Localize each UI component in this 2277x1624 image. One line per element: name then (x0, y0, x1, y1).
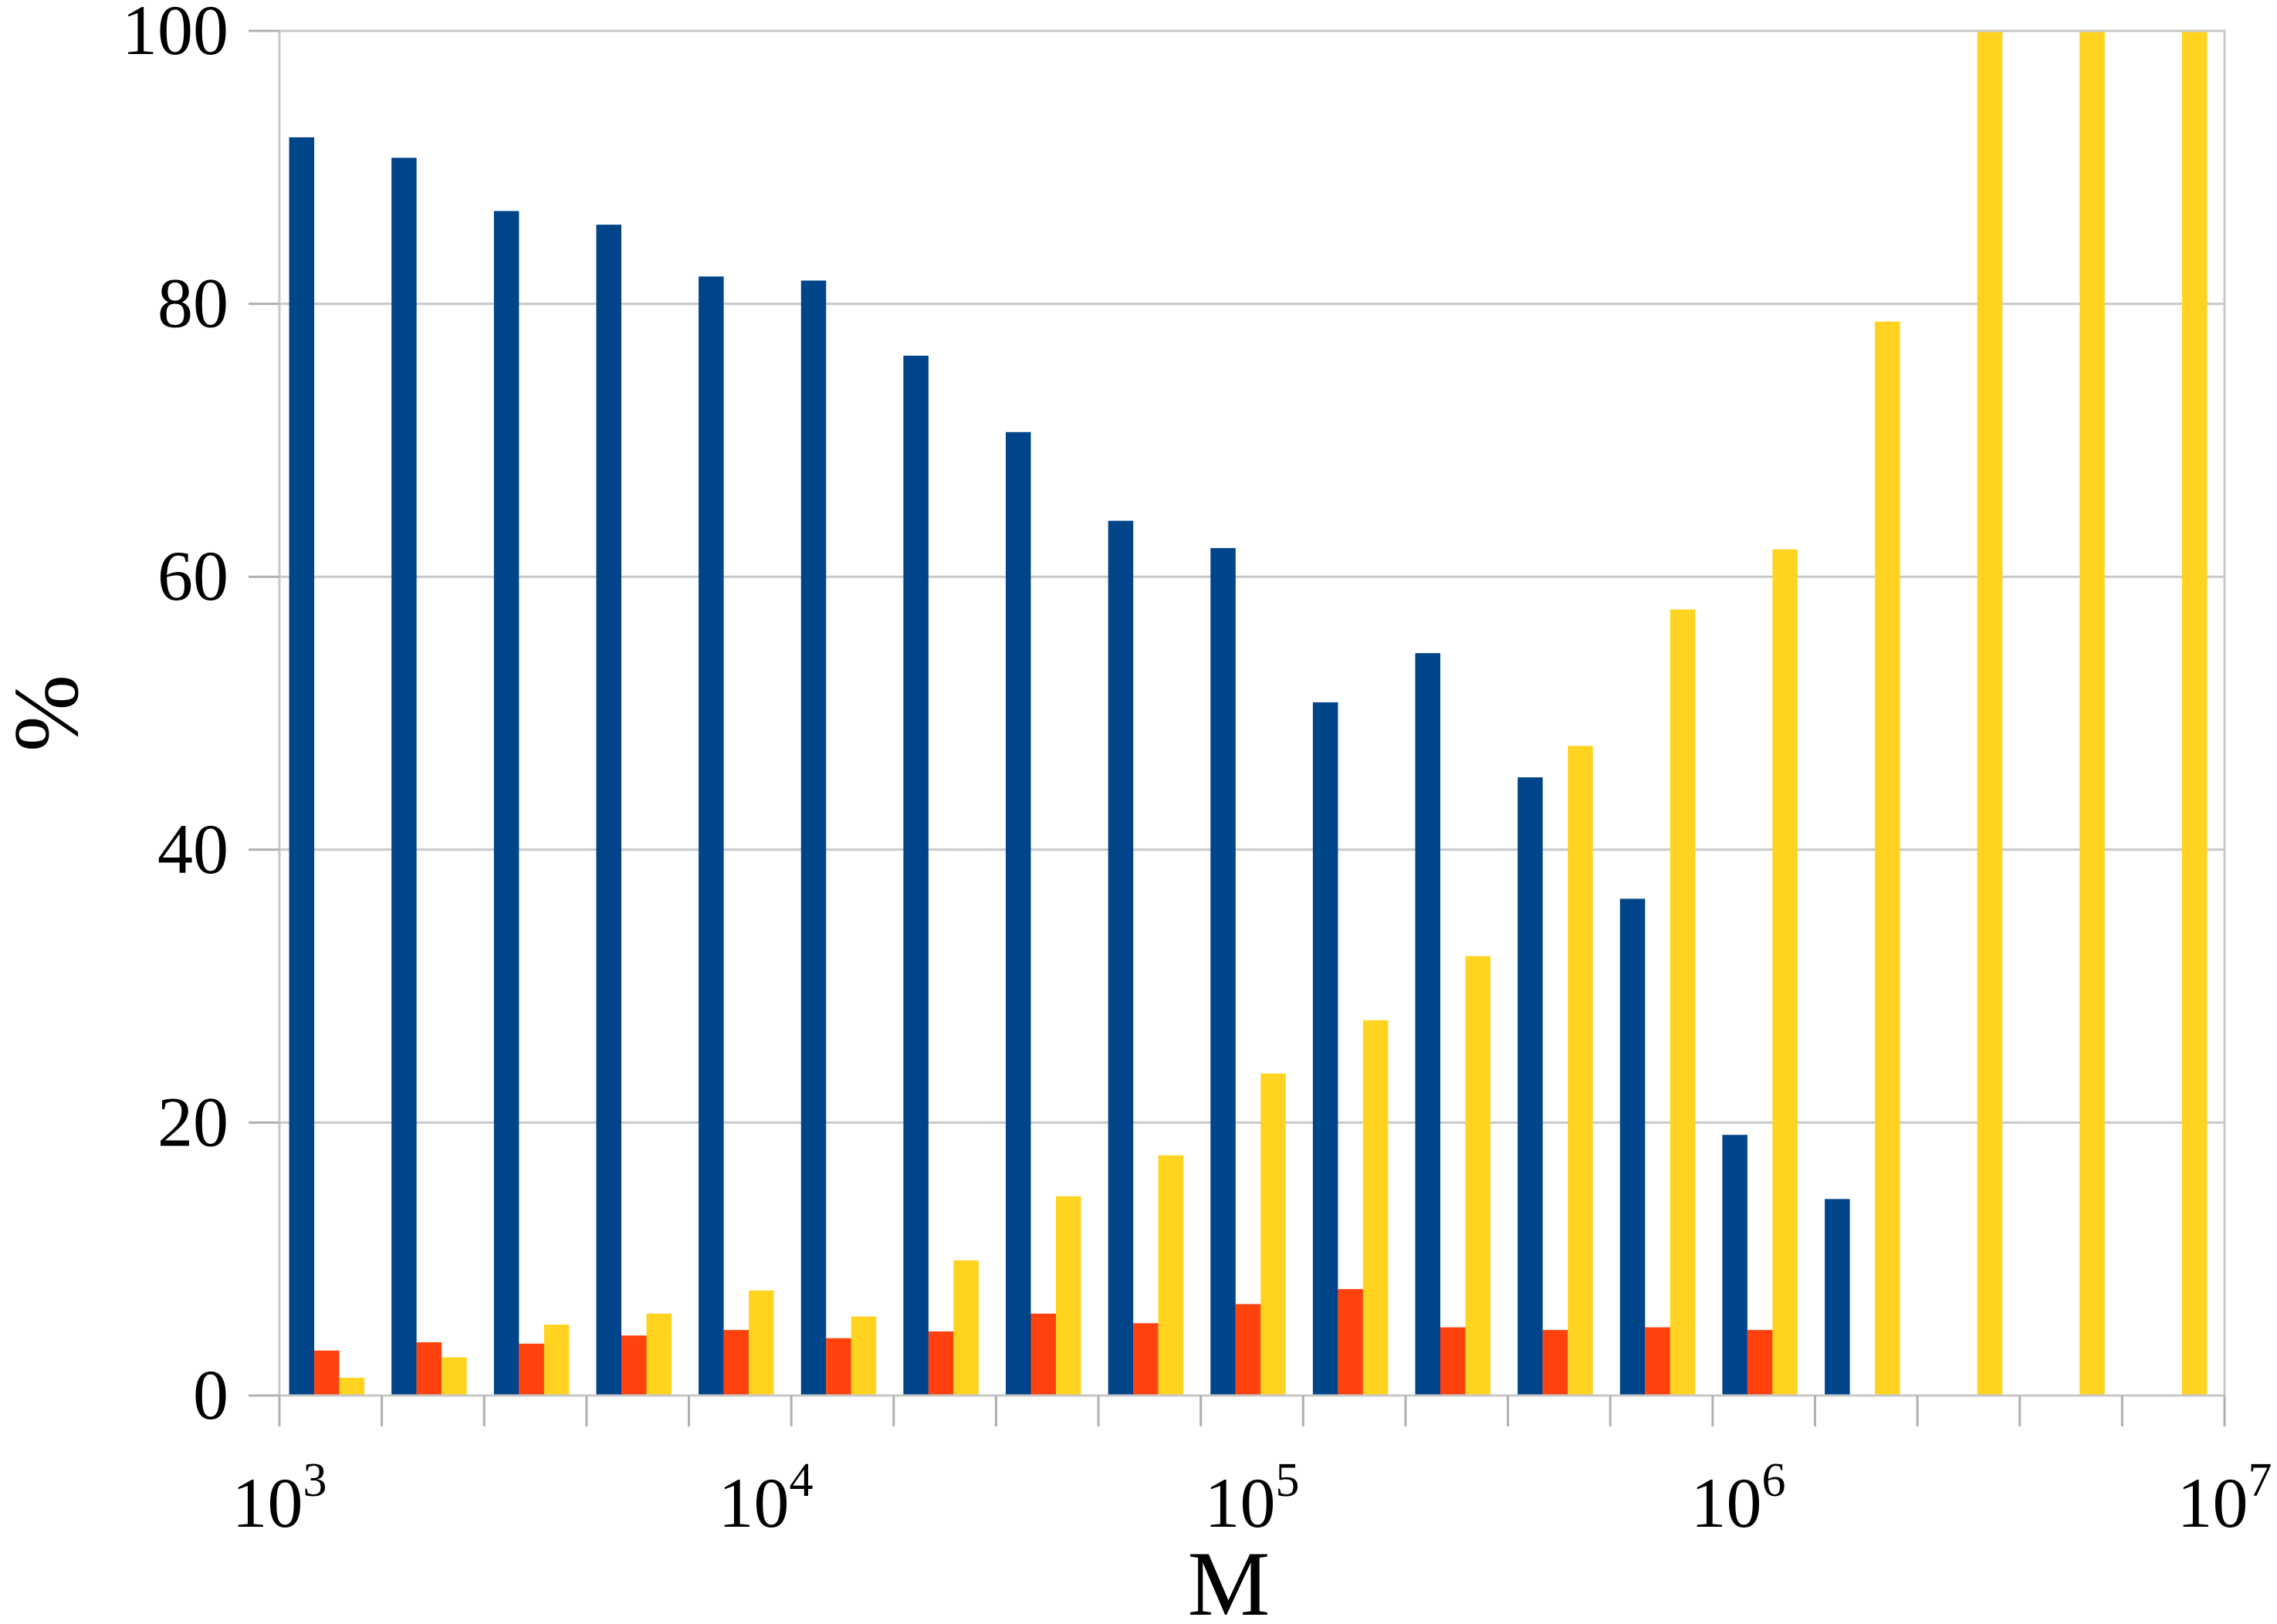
bar-s2-6 (826, 1338, 851, 1396)
bar-s2-1 (314, 1350, 340, 1396)
x-tick-label-5: 105 (1205, 1454, 1300, 1542)
bars (289, 31, 2208, 1396)
bar-s2-11 (1338, 1289, 1363, 1396)
bar-s2-15 (1747, 1330, 1773, 1396)
bar-s2-10 (1235, 1304, 1261, 1396)
bar-s3-1 (339, 1378, 365, 1396)
bar-s3-6 (851, 1316, 877, 1396)
bar-s3-17 (1977, 31, 2003, 1396)
y-tick-label-20: 20 (157, 1082, 228, 1161)
bar-s1-5 (699, 276, 724, 1396)
bar-s2-12 (1440, 1327, 1466, 1396)
grid-lines (279, 303, 2225, 1124)
bar-s3-19 (2182, 31, 2208, 1396)
bar-s2-2 (416, 1342, 442, 1396)
bar-s1-2 (391, 157, 417, 1396)
bar-s2-7 (928, 1331, 954, 1396)
x-axis-title: M (1188, 1532, 1270, 1624)
y-tick-label-100: 100 (122, 0, 228, 69)
bar-s2-5 (723, 1330, 749, 1396)
x-tick-label-4: 104 (719, 1454, 814, 1542)
bar-s2-13 (1542, 1330, 1568, 1396)
bar-s3-4 (646, 1313, 672, 1396)
bar-s3-2 (442, 1357, 467, 1396)
bar-s1-4 (596, 225, 621, 1396)
bar-s1-11 (1312, 702, 1338, 1396)
y-axis-title: % (0, 675, 97, 752)
y-tick-label-80: 80 (157, 264, 228, 343)
bar-s2-9 (1133, 1323, 1159, 1396)
bar-s2-8 (1030, 1313, 1056, 1396)
bar-s3-16 (1875, 321, 1900, 1396)
bar-s1-16 (1825, 1199, 1850, 1396)
bar-s1-12 (1415, 653, 1440, 1396)
bar-s3-5 (749, 1290, 774, 1396)
plot-area (278, 29, 2226, 1397)
y-tick-label-60: 60 (157, 536, 228, 615)
plot-frame (278, 29, 2226, 1397)
bar-s3-10 (1260, 1073, 1286, 1396)
bar-s3-11 (1362, 1020, 1389, 1396)
bar-s3-14 (1670, 609, 1696, 1396)
y-tick-labels: 0 20 40 60 80 100 (122, 0, 228, 1434)
x-tick-label-3: 103 (232, 1454, 327, 1542)
bar-s1-9 (1108, 520, 1134, 1396)
bar-s1-1 (289, 137, 315, 1396)
bar-s3-9 (1158, 1155, 1184, 1396)
bar-s1-15 (1722, 1135, 1748, 1396)
axis-ticks (249, 29, 2226, 1426)
bar-s2-3 (519, 1343, 544, 1396)
bar-s3-8 (1056, 1196, 1081, 1396)
y-tick-label-0: 0 (193, 1355, 228, 1434)
bar-s2-14 (1645, 1327, 1670, 1396)
x-tick-labels: 103 104 105 106 107 (232, 1454, 2272, 1542)
bar-s3-7 (953, 1260, 979, 1396)
bar-s2-4 (621, 1335, 647, 1396)
bar-s3-15 (1772, 549, 1798, 1396)
bar-s3-12 (1465, 956, 1490, 1396)
y-tick-label-40: 40 (157, 810, 228, 888)
bar-s1-13 (1517, 777, 1543, 1396)
bar-s1-6 (800, 280, 827, 1396)
bar-s1-14 (1619, 898, 1646, 1396)
bar-s3-18 (2079, 31, 2105, 1396)
x-tick-label-6: 106 (1691, 1454, 1786, 1542)
bar-s1-8 (1006, 431, 1031, 1396)
bar-s1-7 (903, 355, 929, 1396)
x-tick-label-7: 107 (2177, 1454, 2272, 1542)
bar-s3-3 (543, 1325, 570, 1396)
bar-s1-3 (493, 211, 519, 1396)
bar-s1-10 (1210, 548, 1236, 1396)
bar-s3-13 (1568, 746, 1593, 1396)
